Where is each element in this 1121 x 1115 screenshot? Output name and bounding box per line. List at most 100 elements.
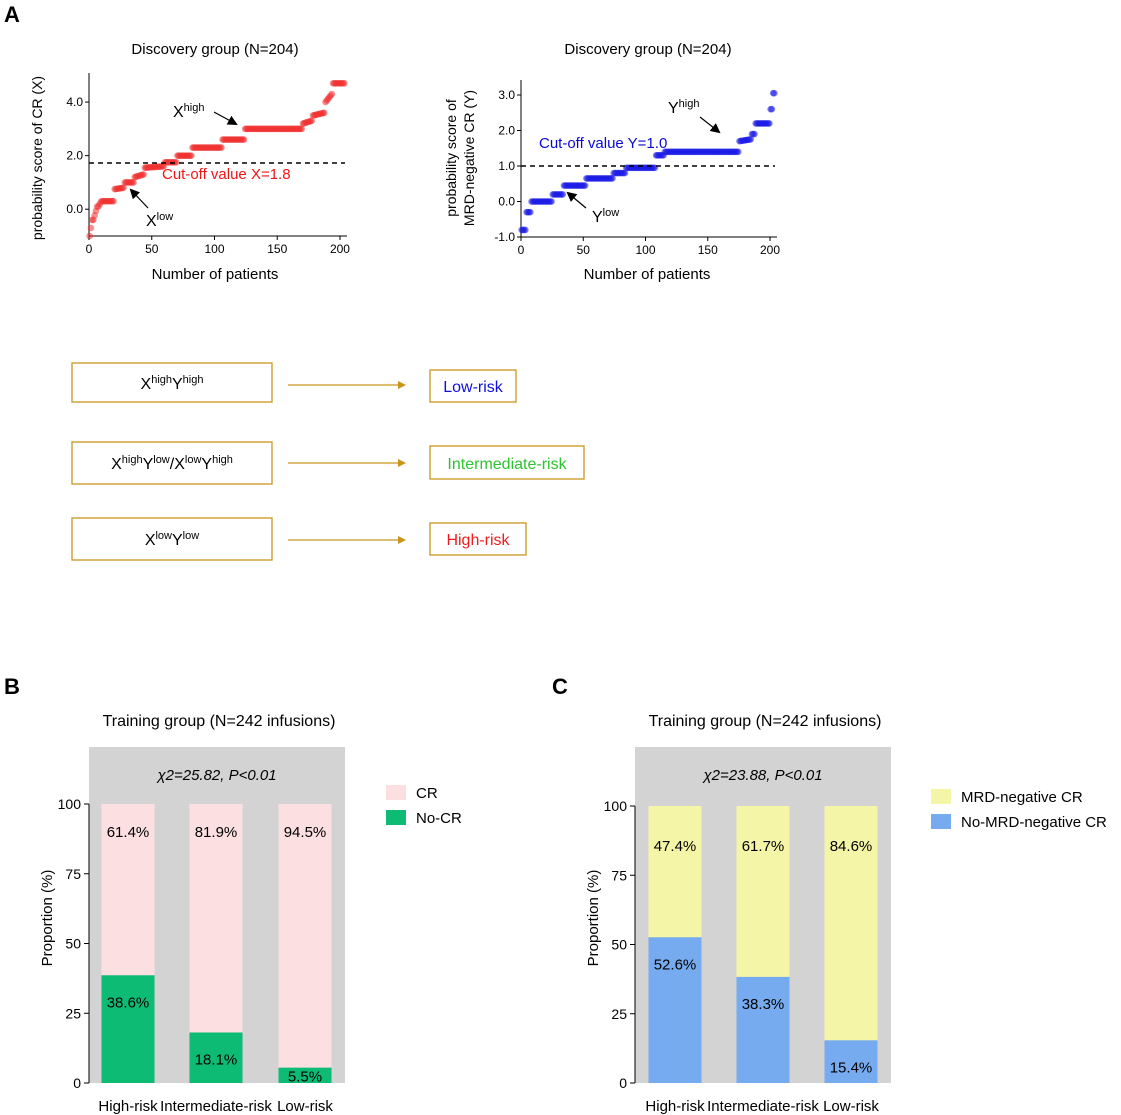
y-axis-label-line2: MRD-negative CR (Y) [461,90,477,226]
data-label: 61.4% [107,824,150,841]
cutoff-label: Cut-off value Y=1.0 [539,135,667,152]
chart-title: Training group (N=242 infusions) [103,713,336,730]
flow-row-high-risk: XlowYlow High-risk [71,517,527,561]
x-tick-label: 200 [330,242,350,256]
bar-segment-no-cr [189,1032,243,1083]
chart-discovery-x: Discovery group (N=204) probability scor… [29,41,350,283]
bars: 61.4% 38.6% High-risk 81.9% 18.1% Intermediat… [98,804,333,1115]
legend-swatch [931,814,951,829]
arrow-y-low [566,191,587,209]
x-tick-label: 200 [760,243,780,257]
y-tick-label: 0 [73,1075,81,1091]
x-tick-label: High-risk [645,1098,705,1115]
legend-label: No-CR [416,810,462,827]
x-tick-label: Low-risk [823,1098,879,1115]
x-tick-label: Intermediate-risk [160,1098,272,1115]
y-tick-label: 0.0 [66,202,83,216]
stat-annotation: χ2=25.82, P<0.01 [155,767,276,784]
legend-swatch [386,785,406,800]
condition-label: XlowYlow [145,530,199,549]
data-label: 15.4% [830,1059,873,1076]
chart-discovery-y: Discovery group (N=204) probability scor… [443,41,780,283]
x-axis-label: Number of patients [584,266,711,283]
chart-training-cr: Training group (N=242 infusions) χ2=25.8… [39,713,462,1115]
y-tick-label: 0.0 [498,195,515,209]
y-tick-label: 50 [65,936,81,952]
data-point [187,152,195,159]
panel-letter-c: C [552,674,568,699]
annotation-y-low: Ylow [592,207,619,226]
data-point [341,80,348,87]
annotation-x-low: Xlow [146,211,173,230]
data-label: 18.1% [195,1052,238,1069]
risk-flow-diagram: XhighYhigh Low-risk XhighYlow/XlowYhigh … [71,362,585,561]
data-label: 94.5% [284,824,327,841]
arrow-x-low [129,188,149,209]
data-label: 47.4% [654,838,697,855]
data-point [621,169,629,177]
bar-segment-mrd-negative-cr [736,806,790,977]
result-label: High-risk [446,532,510,549]
x-tick-label: Intermediate-risk [707,1098,819,1115]
y-tick-label: 2.0 [66,149,83,163]
result-label: Intermediate-risk [447,456,567,473]
y-axis-label: Proportion (%) [39,870,56,967]
y-tick-label: 3.0 [498,88,515,102]
data-label: 84.6% [830,838,873,855]
data-point [320,109,328,117]
condition-label: XhighYlow/XlowYhigh [111,454,233,473]
data-point [87,224,95,232]
data-point [559,191,567,198]
arrow-y-high [699,116,721,134]
bar-segment-no-mrd-negative-cr [648,937,702,1083]
data-label: 38.6% [107,994,150,1011]
bar-segment-cr [278,804,332,1068]
condition-label: XhighYhigh [141,374,204,393]
x-axis-label: Number of patients [152,266,279,283]
y-tick-label: 100 [604,798,628,814]
x-tick-label: High-risk [98,1098,158,1115]
chart-title: Discovery group (N=204) [564,41,731,58]
data-point [140,171,147,178]
data-point [240,136,248,143]
result-box [429,369,517,403]
legend-label: No-MRD-negative CR [961,814,1107,831]
data-point [172,159,180,166]
bar-segment-cr [189,804,243,1033]
data-point [328,90,336,98]
bars: 47.4% 52.6% High-risk 61.7% 38.3% Intermediat… [645,806,879,1115]
x-tick-label: 150 [698,243,718,257]
data-point [747,136,755,143]
y-tick-label: 50 [611,937,627,953]
legend-swatch [931,789,951,804]
data-label: 52.6% [654,956,697,973]
x-tick-label: 100 [204,242,224,256]
data-point [86,232,93,240]
y-axis-label: probability score of CR (X) [29,76,45,240]
legend: MRD-negative CR No-MRD-negative CR [931,789,1107,831]
legend: CR No-CR [386,785,462,827]
cutoff-label: Cut-off value X=1.8 [162,166,291,183]
data-label: 5.5% [288,1069,322,1086]
bar-segment-mrd-negative-cr [824,806,878,1041]
data-point [308,117,316,125]
data-points [518,89,778,234]
y-tick-label: 4.0 [66,95,83,109]
data-point [218,144,225,151]
data-point [548,198,555,205]
legend-label: MRD-negative CR [961,789,1083,806]
data-label: 61.7% [742,838,785,855]
data-label: 38.3% [742,996,785,1013]
annotation-x-high: Xhigh [173,102,204,121]
x-tick-label: 50 [577,243,591,257]
data-point [581,182,589,189]
flow-row-intermediate-risk: XhighYlow/XlowYhigh Intermediate-risk [71,441,585,485]
x-tick-label: 50 [145,242,159,256]
y-tick-label: 100 [58,796,82,812]
bar-segment-cr [101,804,155,976]
data-label: 81.9% [195,824,238,841]
y-axis-label: Proportion (%) [585,870,602,967]
arrow-x-high [213,111,238,125]
condition-box [71,362,273,403]
